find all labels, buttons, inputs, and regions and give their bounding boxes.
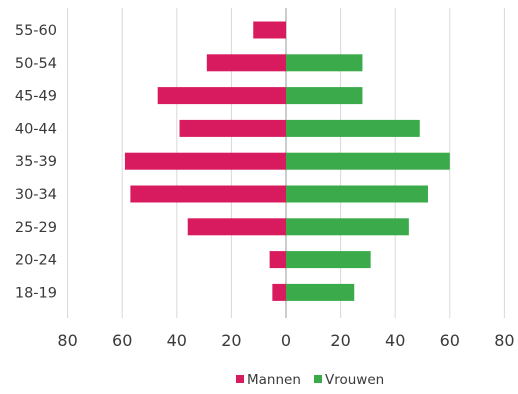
bar-vrouwen bbox=[286, 251, 371, 269]
bar-mannen bbox=[253, 21, 286, 39]
category-labels: 55-60 50-54 45-49 40-44 35-39 30-34 25-29 20-24… bbox=[15, 23, 57, 301]
category-label: 50-54 bbox=[15, 56, 57, 72]
legend: Mannen Vrouwen bbox=[236, 372, 384, 388]
bar-vrouwen bbox=[286, 152, 450, 170]
x-tick-label: 60 bbox=[440, 331, 460, 350]
category-label: 30-34 bbox=[15, 187, 57, 203]
bar-vrouwen bbox=[286, 54, 363, 72]
bar-vrouwen bbox=[286, 218, 409, 236]
legend-swatch bbox=[314, 375, 322, 383]
x-tick-label: 20 bbox=[221, 331, 241, 350]
category-label: 20-24 bbox=[15, 253, 57, 269]
category-label: 25-29 bbox=[15, 220, 57, 236]
bar-mannen bbox=[272, 283, 286, 301]
category-label: 45-49 bbox=[15, 89, 57, 105]
category-label: 35-39 bbox=[15, 154, 57, 170]
bar-mannen bbox=[187, 218, 286, 236]
bar-mannen bbox=[124, 152, 287, 170]
bar-vrouwen bbox=[286, 283, 355, 301]
bar-vrouwen bbox=[286, 87, 363, 105]
bar-mannen bbox=[157, 87, 286, 105]
x-tick-label: 40 bbox=[167, 331, 187, 350]
bar-mannen bbox=[269, 251, 286, 269]
legend-label: Mannen bbox=[247, 372, 301, 388]
x-tick-label: 80 bbox=[494, 331, 514, 350]
bar-mannen bbox=[130, 185, 286, 203]
bar-vrouwen bbox=[286, 185, 428, 203]
x-tick-label: 20 bbox=[330, 331, 350, 350]
bar-mannen bbox=[179, 119, 286, 137]
legend-label: Vrouwen bbox=[325, 372, 384, 388]
x-tick-label: 60 bbox=[112, 331, 132, 350]
category-label: 18-19 bbox=[15, 285, 57, 301]
category-label: 40-44 bbox=[15, 121, 57, 137]
bars bbox=[124, 21, 450, 301]
x-tick-label: 80 bbox=[57, 331, 77, 350]
category-label: 55-60 bbox=[15, 23, 57, 39]
legend-swatch bbox=[236, 375, 244, 383]
x-tick-labels: 80 60 40 20 0 20 40 60 80 bbox=[57, 331, 514, 350]
bar-vrouwen bbox=[286, 119, 420, 137]
x-tick-label: 0 bbox=[281, 331, 291, 350]
bar-mannen bbox=[206, 54, 286, 72]
x-tick-label: 40 bbox=[385, 331, 405, 350]
